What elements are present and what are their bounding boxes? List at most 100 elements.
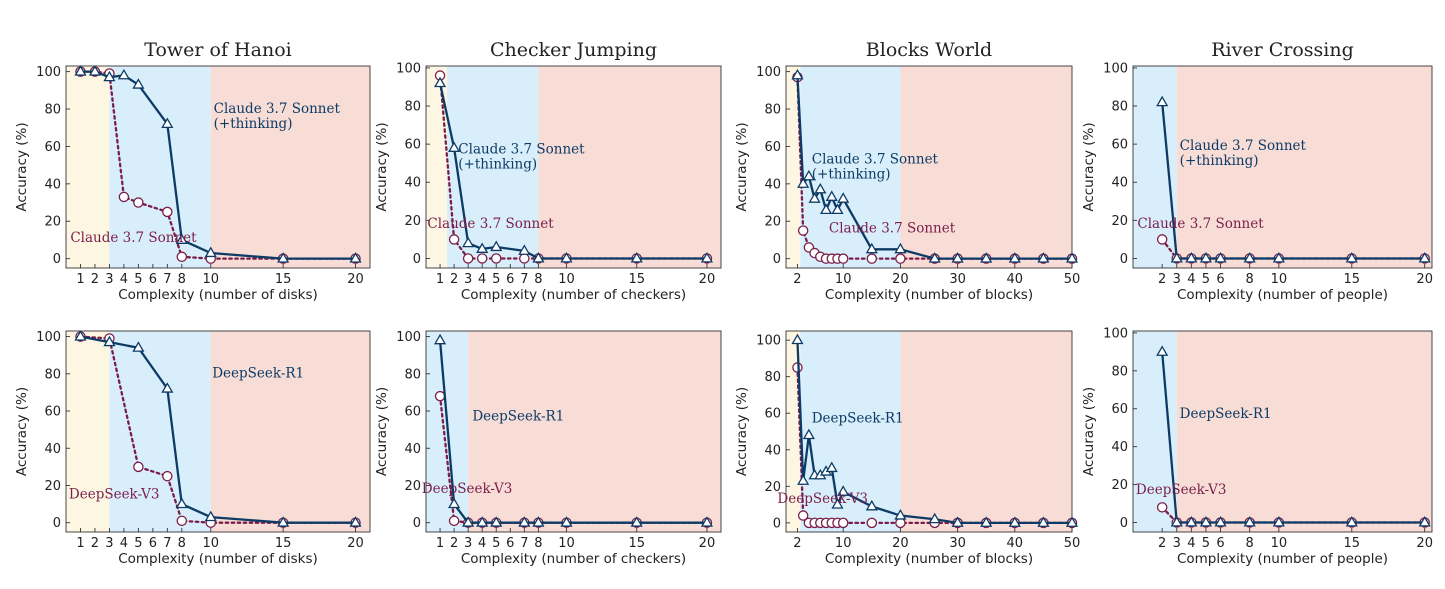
x-tick-label: 20 <box>1416 536 1433 551</box>
complexity-region <box>468 331 721 532</box>
series-line <box>438 82 709 260</box>
x-tick-label: 6 <box>1216 536 1224 551</box>
data-point-triangle <box>490 516 503 527</box>
data-point-triangle <box>630 251 643 263</box>
data-point-circle <box>448 515 460 527</box>
y-tick-label: 60 <box>404 405 421 420</box>
data-point-circle <box>1156 502 1168 513</box>
chart-panel: River Crossing 0 20 40 60 80 100 2 3 4 5 6 8 10 15 20 Co… <box>1081 39 1433 303</box>
x-tick-label: 20 <box>1416 272 1433 287</box>
x-tick-label: 4 <box>1187 272 1195 287</box>
y-tick-label: 100 <box>396 61 421 76</box>
x-tick-label: 6 <box>506 536 514 551</box>
y-tick-label: 80 <box>1111 364 1128 379</box>
x-tick-label: 15 <box>1344 536 1361 551</box>
y-tick-label: 40 <box>404 176 421 191</box>
y-axis-label: Accuracy (%) <box>14 122 30 211</box>
data-point-circle <box>866 517 878 529</box>
x-tick-label: 4 <box>120 536 128 551</box>
y-tick-label: 60 <box>44 405 61 420</box>
x-tick-label: 4 <box>478 272 486 287</box>
y-tick-label: 100 <box>756 65 781 80</box>
data-point-triangle <box>433 76 447 88</box>
data-point-triangle <box>928 252 941 263</box>
series-label-line: Claude 3.7 Sonnet <box>829 220 956 236</box>
y-tick-label: 20 <box>404 214 421 229</box>
x-tick-label: 8 <box>534 272 542 287</box>
x-tick-label: 20 <box>347 272 364 287</box>
series-label: DeepSeek-R1 <box>812 410 904 426</box>
data-point-triangle <box>532 516 545 527</box>
axes-frame <box>785 330 1073 533</box>
data-point-circle <box>490 253 502 264</box>
data-point-triangle <box>462 516 475 527</box>
axes-frame <box>425 330 722 533</box>
data-point-triangle <box>837 485 850 496</box>
y-tick-label: 100 <box>36 330 61 345</box>
x-tick-label: 3 <box>464 272 472 287</box>
data-point-triangle <box>349 516 362 527</box>
y-tick-label: 0 <box>53 516 61 531</box>
x-tick-label: 20 <box>699 272 716 287</box>
data-point-triangle <box>1185 516 1198 527</box>
x-axis-label: Complexity (number of people) <box>1177 287 1388 303</box>
series-label-line: Claude 3.7 Sonnet <box>70 230 197 246</box>
data-point-triangle <box>560 516 573 527</box>
data-point-circle <box>1156 234 1168 245</box>
series-label: Claude 3.7 Sonnet <box>427 216 554 232</box>
x-tick-label: 6 <box>506 272 514 287</box>
x-tick-label: 8 <box>1246 272 1254 287</box>
x-tick-label: 3 <box>105 272 113 287</box>
axes-frame <box>425 65 722 269</box>
data-point-triangle <box>865 499 878 511</box>
x-tick-label: 20 <box>892 272 909 287</box>
series-label-line: (+thinking) <box>1180 153 1259 169</box>
x-axis-label: Complexity (number of disks) <box>118 551 318 567</box>
data-point-triangle <box>433 333 447 345</box>
data-point-triangle <box>1065 516 1079 527</box>
x-tick-label: 30 <box>949 536 966 551</box>
x-tick-label: 10 <box>558 536 575 551</box>
complexity-region <box>800 66 901 268</box>
series-label-line: (+thinking) <box>458 157 537 173</box>
data-point-circle <box>118 191 130 203</box>
data-point-circle <box>133 461 144 473</box>
series-label: Claude 3.7 Sonnet (+thinking) <box>214 101 341 132</box>
data-point-triangle <box>277 252 290 263</box>
series-line <box>79 335 357 524</box>
y-tick-label: 0 <box>1120 516 1128 531</box>
data-point-triangle <box>802 428 815 440</box>
series-label-line: DeepSeek-V3 <box>69 487 160 503</box>
data-point-triangle <box>802 169 815 181</box>
data-point-triangle <box>791 68 804 80</box>
y-axis-label: Accuracy (%) <box>374 387 390 476</box>
x-tick-label: 3 <box>105 536 113 551</box>
data-point-triangle <box>1037 516 1050 527</box>
data-point-triangle <box>951 516 964 527</box>
chart-panel: 0 20 40 60 80 100 2 3 4 5 6 8 10 15 20 Complexity (numb… <box>1081 326 1433 567</box>
complexity-region <box>66 66 110 268</box>
x-tick-label: 20 <box>699 536 716 551</box>
data-point-triangle <box>808 192 821 203</box>
data-point-circle <box>448 234 460 245</box>
x-tick-label: 15 <box>275 272 292 287</box>
chart-title: River Crossing <box>1211 39 1354 61</box>
y-tick-label: 20 <box>44 215 61 230</box>
y-tick-label: 40 <box>1111 176 1128 191</box>
data-point-triangle <box>1272 516 1285 527</box>
chart-panel: 0 20 40 60 80 100 2 10 20 30 40 50 Complexity (numbe… <box>734 330 1080 567</box>
y-tick-label: 100 <box>1103 61 1128 76</box>
data-point-triangle <box>161 117 174 129</box>
x-tick-label: 4 <box>120 272 128 287</box>
y-tick-label: 80 <box>404 100 421 115</box>
y-tick-label: 0 <box>1120 252 1128 267</box>
data-point-triangle <box>74 330 87 341</box>
data-point-circle <box>895 517 906 529</box>
data-point-triangle <box>865 242 878 254</box>
data-point-triangle <box>74 65 87 76</box>
x-tick-label: 5 <box>134 272 142 287</box>
x-tick-label: 7 <box>163 536 171 551</box>
data-point-triangle <box>277 516 290 527</box>
y-axis-label: Accuracy (%) <box>734 122 750 211</box>
